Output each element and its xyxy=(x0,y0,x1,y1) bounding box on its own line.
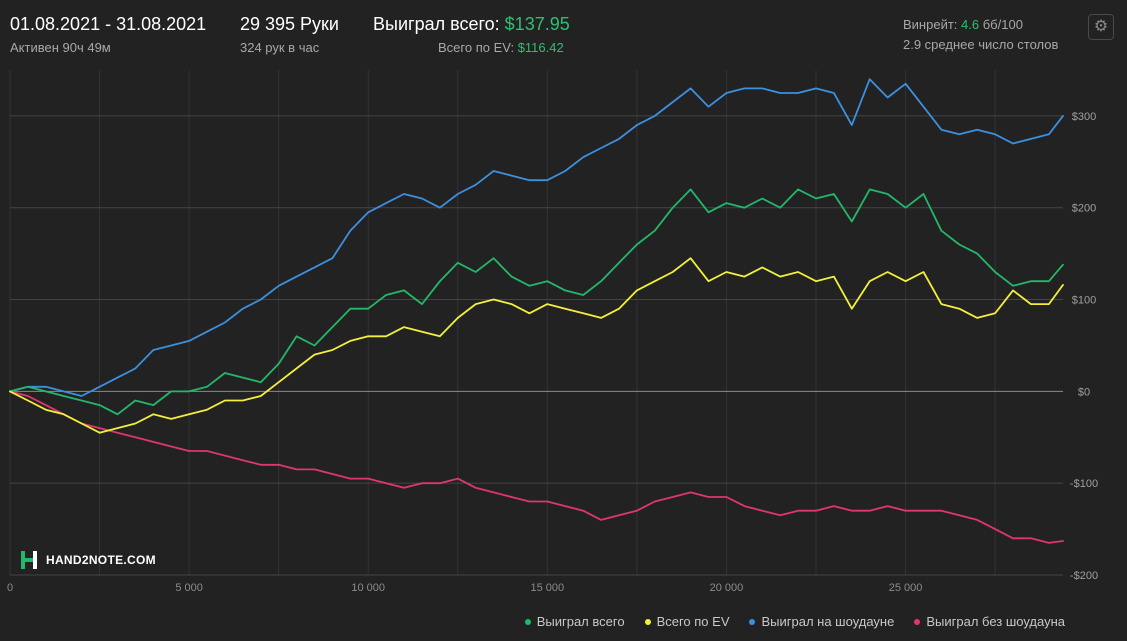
winrate-label: Винрейт: xyxy=(903,17,958,32)
legend-item-non-showdown[interactable]: Выиграл без шоудауна xyxy=(914,614,1065,629)
legend-dot xyxy=(914,618,921,625)
profit-chart: 0 5 000 10 000 15 000 20 000 25 000 $300 $200 $1… xyxy=(7,70,1098,594)
ev-total: Всего по EV: $116.42 xyxy=(438,40,564,55)
h2n-logo-icon xyxy=(21,551,37,569)
winrate-unit: бб/100 xyxy=(982,17,1023,32)
ev-label: Всего по EV: xyxy=(438,40,515,55)
legend-dot xyxy=(644,618,651,625)
series-line-non-showdown xyxy=(9,390,1064,544)
hands-per-hour: 324 рук в час xyxy=(240,40,320,55)
x-tick-label: 10 000 xyxy=(351,582,385,594)
x-tick-label: 25 000 xyxy=(889,582,923,594)
winrate-value: 4.6 xyxy=(961,17,980,32)
legend-label: Выиграл без шоудауна xyxy=(926,614,1065,629)
y-tick-label: $200 xyxy=(1072,203,1096,215)
legend-item-won-total[interactable]: Выиграл всего xyxy=(524,614,625,629)
x-tick-label: 15 000 xyxy=(531,582,565,594)
chart-legend: Выиграл всего Всего по EV Выиграл на шоу… xyxy=(524,614,1065,629)
y-tick-label: -$200 xyxy=(1070,570,1098,582)
hands-count: 29 395 Руки xyxy=(240,14,339,34)
legend-dot xyxy=(524,618,531,625)
legend-label: Выиграл на шоудауне xyxy=(761,614,895,629)
y-tick-label: $300 xyxy=(1072,111,1096,123)
winrate: Винрейт: 4.6 бб/100 xyxy=(903,17,1023,32)
legend-label: Выиграл всего xyxy=(536,614,625,629)
ev-value: $116.42 xyxy=(517,40,564,55)
y-tick-label: $100 xyxy=(1072,295,1096,307)
avg-tables: 2.9 среднее число столов xyxy=(903,37,1059,52)
won-total-label: Выиграл всего: xyxy=(373,14,500,34)
legend-label: Всего по EV xyxy=(656,614,730,629)
legend-item-ev[interactable]: Всего по EV xyxy=(644,614,730,629)
y-tick-label: -$100 xyxy=(1070,478,1098,490)
x-tick-label: 5 000 xyxy=(175,582,203,594)
legend-dot xyxy=(749,618,756,625)
legend-item-showdown[interactable]: Выиграл на шоудауне xyxy=(749,614,894,629)
gear-icon: ⚙ xyxy=(1093,18,1109,35)
won-total: Выиграл всего: $137.95 xyxy=(373,14,570,35)
date-range: 01.08.2021 - 31.08.2021 xyxy=(10,14,207,34)
hand2note-logo: HAND2NOTE.COM xyxy=(20,550,156,570)
logo-text: HAND2NOTE.COM xyxy=(46,553,156,567)
series-line-ev xyxy=(9,257,1064,434)
y-tick-label: $0 xyxy=(1078,386,1090,398)
series-line-won-total xyxy=(9,188,1064,416)
won-total-value: $137.95 xyxy=(504,14,570,34)
x-tick-label: 20 000 xyxy=(710,582,744,594)
stats-header: 01.08.2021 - 31.08.2021 Активен 90ч 49м … xyxy=(0,0,1127,70)
x-tick-label: 0 xyxy=(7,582,13,594)
series-line-showdown xyxy=(9,78,1064,397)
active-time: Активен 90ч 49м xyxy=(10,40,111,55)
settings-button[interactable]: ⚙ xyxy=(1088,14,1114,40)
